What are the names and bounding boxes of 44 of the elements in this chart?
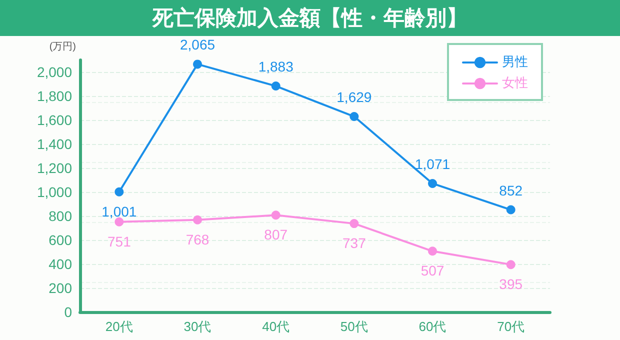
y-axis-title: (万円) <box>49 42 76 52</box>
x-tick-label: 50代 <box>340 319 368 334</box>
data-label: 2,065 <box>180 36 216 53</box>
data-label: 768 <box>186 231 210 248</box>
data-label: 852 <box>499 182 523 198</box>
y-tick-label: 1,400 <box>36 136 72 152</box>
x-tick-label: 40代 <box>262 319 290 334</box>
data-label: 1,001 <box>102 203 137 220</box>
y-tick-label: 800 <box>48 208 72 224</box>
data-label: 1,629 <box>336 89 372 106</box>
x-tick-label: 70代 <box>497 319 525 334</box>
point <box>506 260 516 270</box>
x-tick-label: 20代 <box>105 319 133 334</box>
point <box>506 205 516 214</box>
y-tick-label: 200 <box>48 280 72 296</box>
point <box>350 219 359 228</box>
data-label: 807 <box>264 226 288 243</box>
point <box>350 112 359 122</box>
point <box>193 60 202 69</box>
data-label: 395 <box>499 276 523 292</box>
legend-label: 女性 <box>502 76 528 91</box>
y-tick-label: 1,800 <box>36 88 72 104</box>
x-tick-label: 60代 <box>418 319 446 334</box>
x-tick-label: 30代 <box>184 319 212 334</box>
y-tick-label: 600 <box>48 232 72 248</box>
point <box>114 187 124 196</box>
point <box>428 246 437 256</box>
data-label: 751 <box>107 233 132 250</box>
data-label: 1,883 <box>258 58 294 75</box>
point <box>193 215 202 224</box>
point <box>428 178 437 188</box>
data-label: 1,071 <box>414 156 450 172</box>
y-tick-label: 2,000 <box>36 64 72 80</box>
point <box>271 82 280 91</box>
y-tick-label: 0 <box>64 304 72 320</box>
chart-title: 死亡保険加入金額【性・年齢別】 <box>0 0 620 36</box>
data-label: 507 <box>420 262 444 279</box>
y-tick-label: 400 <box>48 256 72 272</box>
point <box>271 210 280 220</box>
y-tick-label: 1,200 <box>36 160 72 176</box>
data-label: 737 <box>342 235 366 252</box>
legend-label: 男性 <box>502 55 528 70</box>
y-tick-label: 1,000 <box>36 184 72 200</box>
y-tick-label: 1,600 <box>36 112 72 128</box>
